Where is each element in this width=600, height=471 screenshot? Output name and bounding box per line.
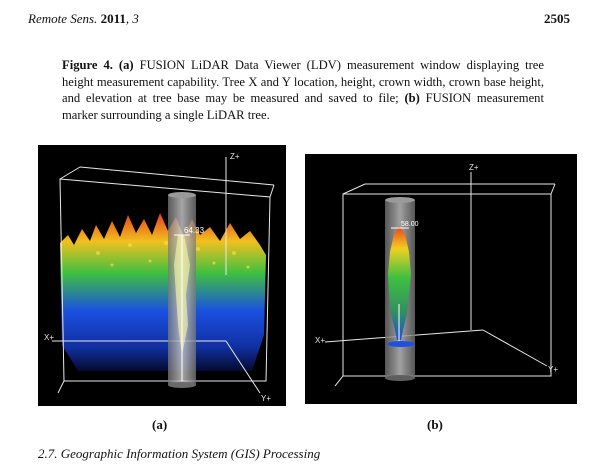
axis-lines [324, 172, 548, 367]
journal-name: Remote Sens. [28, 11, 98, 26]
axis-label-x: X+ [315, 336, 325, 345]
subfigure-label-b: (b) [427, 417, 443, 432]
running-header-left: Remote Sens. 2011, 3 [28, 11, 139, 27]
caption-a-marker: (a) [118, 58, 134, 72]
page-number: 2505 [544, 11, 570, 26]
journal-volume: , 3 [125, 11, 139, 26]
single-tree-marker-view: Z+ X+ Y+ 58.00 [305, 154, 577, 404]
caption-a-text: FUSION LiDAR Data Viewer (LDV) measureme… [62, 58, 544, 106]
bounding-box-wireframe [334, 183, 556, 387]
axis-label-z: Z+ [469, 163, 479, 172]
single-lidar-tree [388, 226, 411, 340]
tree-height-label: 58.00 [401, 221, 419, 228]
section-heading: 2.7. Geographic Information System (GIS)… [38, 446, 321, 461]
point-cloud-view-a: Z+ X+ Y+ 64.33 [44, 152, 275, 403]
measurement-marker [168, 192, 196, 388]
subfigure-label-a: (a) [152, 417, 168, 432]
caption-b-text: FUSION measurement marker surrounding a … [62, 91, 544, 122]
ldv-measurement-window: Z+ X+ Y+ 64.33 [38, 145, 286, 406]
figure-caption: Figure 4. (a) FUSION LiDAR Data Viewer (… [62, 57, 544, 123]
point-cloud-view-b: Z+ X+ Y+ 58.00 [315, 163, 558, 387]
canopy-speckles [96, 241, 250, 269]
tree-base-points [387, 341, 415, 347]
caption-b-marker: (b) [404, 91, 420, 106]
figure-label: Figure 4. [62, 58, 113, 72]
axis-label-x: X+ [44, 333, 54, 342]
bounding-box-wireframe [57, 166, 275, 394]
axis-label-y: Y+ [548, 365, 558, 374]
journal-year: 2011 [100, 11, 126, 26]
axis-lines [52, 157, 261, 394]
axis-label-z: Z+ [230, 152, 240, 161]
axis-label-y: Y+ [261, 394, 271, 403]
tree-height-label: 64.33 [184, 226, 205, 235]
forest-point-cloud [60, 213, 266, 371]
